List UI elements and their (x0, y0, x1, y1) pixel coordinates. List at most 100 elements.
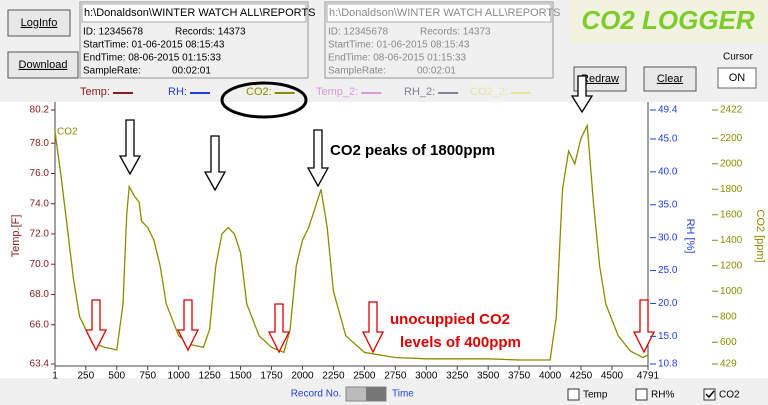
info-box: h:\Donaldson\WINTER WATCH ALL\REPORTS ID:… (324, 1, 560, 79)
title-panel (570, 0, 768, 44)
x-tick-label: 2000 (291, 371, 314, 382)
low-arrow (267, 303, 291, 354)
y2-tick-label: 2200 (720, 133, 743, 144)
x-tick-label: 4500 (601, 371, 624, 382)
checkbox[interactable]: Temp (567, 388, 608, 401)
info-rate-label: SampleRate: (83, 66, 141, 77)
legend-label: RH: (168, 86, 187, 98)
legend-label: CO2_2: (470, 86, 508, 98)
button-frame (7, 9, 71, 37)
peak-arrow (306, 129, 330, 188)
plot-series-label: CO2 (57, 127, 78, 138)
info-end: EndTime: 08-06-2015 01:15:33 (328, 53, 466, 64)
y-tick-label: 68.0 (30, 289, 50, 300)
low-arrow (632, 299, 656, 354)
y2-tick-label: 1400 (720, 235, 743, 246)
button[interactable]: Download (7, 51, 79, 79)
checkbox[interactable]: CO2 (703, 388, 740, 401)
time-label: Time (392, 389, 414, 400)
peak-arrow (203, 135, 227, 192)
checkbox-check (705, 390, 715, 399)
record-label: Record No. (291, 389, 342, 400)
path-text: h:\Donaldson\WINTER WATCH ALL\REPORTS (84, 7, 315, 19)
x-tick-label: 1250 (199, 371, 222, 382)
y2-tick-label: 2422 (720, 105, 743, 116)
highlight-ellipse (220, 81, 308, 119)
button-label: Redraw (581, 73, 619, 85)
y2-tick-label: 429 (720, 359, 737, 370)
x-tick-label: 250 (77, 371, 94, 382)
x-tick-label: 3750 (508, 371, 531, 382)
info-rate-label: SampleRate: (328, 66, 386, 77)
cursor-button[interactable]: ON (717, 67, 757, 89)
rh-tick-label: 49.4 (658, 105, 678, 116)
rh-tick-label: 25.0 (658, 265, 678, 276)
rh-tick-label: 40.0 (658, 166, 678, 177)
info-box: h:\Donaldson\WINTER WATCH ALL\REPORTS ID:… (79, 1, 315, 79)
x-tick-label: 3500 (477, 371, 500, 382)
peak-arrow (570, 75, 594, 114)
y2-tick-label: 1000 (720, 286, 743, 297)
info-rate: 00:02:01 (172, 66, 211, 77)
path-field (326, 3, 552, 23)
low-arrow (176, 299, 200, 352)
button-label: Download (19, 59, 68, 71)
info-records: Records: 14373 (175, 27, 246, 38)
info-end: EndTime: 08-06-2015 01:15:33 (83, 53, 221, 64)
y-tick-label: 70.0 (30, 259, 50, 270)
y-axis-title: Temp.[F] (10, 215, 22, 258)
legend-label: RH_2: (404, 86, 435, 98)
checkbox-label: Temp (583, 390, 608, 401)
info-start: StartTime: 01-06-2015 08:15:43 (83, 40, 225, 51)
button-frame (643, 66, 697, 92)
path-field (81, 3, 307, 23)
button-frame (7, 51, 79, 79)
y2-axis-title: CO2 [ppm] (754, 209, 766, 262)
x-tick-label: 2250 (322, 371, 345, 382)
x-tick-label: 1 (52, 371, 58, 382)
cursor-button-label: ON (729, 72, 746, 84)
x-tick-label: 1000 (168, 371, 191, 382)
y-tick-label: 80.2 (30, 105, 50, 116)
button[interactable]: Clear (643, 66, 697, 92)
toggle-thumb (366, 387, 386, 401)
legend-label: CO2: (246, 86, 272, 98)
checkbox[interactable]: RH% (635, 388, 674, 401)
arrows (84, 75, 656, 354)
button-label: Clear (657, 73, 684, 85)
checkbox-box (703, 388, 716, 401)
rh-tick-label: 30.0 (658, 232, 678, 243)
rh-tick-label: 45.0 (658, 134, 678, 145)
rh-tick-label: 20.0 (658, 298, 678, 309)
rh-tick-label: 10.8 (658, 359, 678, 370)
y2-tick-label: 1200 (720, 260, 743, 271)
axis-toggle[interactable] (345, 386, 387, 402)
x-tick-label: 4791 (637, 371, 660, 382)
rh-tick-label: 35.0 (658, 199, 678, 210)
checkbox-box (567, 388, 580, 401)
info-rate: 00:02:01 (417, 66, 456, 77)
y2-tick-label: 2000 (720, 158, 743, 169)
x-tick-label: 1500 (229, 371, 252, 382)
app-title: CO2 LOGGER (581, 5, 755, 35)
x-tick-label: 3250 (446, 371, 469, 382)
button-label: LogInfo (21, 17, 58, 29)
x-tick-label: 750 (139, 371, 156, 382)
y2-tick-label: 1600 (720, 209, 743, 220)
peak-arrow (118, 119, 142, 176)
x-tick-label: 4250 (570, 371, 593, 382)
button[interactable]: LogInfo (7, 9, 71, 37)
x-tick-label: 500 (108, 371, 125, 382)
annotation: levels of 400ppm (400, 334, 521, 351)
checkbox-box (635, 388, 648, 401)
y-tick-label: 72.0 (30, 229, 50, 240)
x-tick-label: 1750 (260, 371, 283, 382)
info-records: Records: 14373 (420, 27, 491, 38)
x-tick-label: 3000 (415, 371, 438, 382)
cursor-button-frame (717, 67, 757, 89)
annotation: unocuppied CO2 (390, 311, 510, 328)
x-tick-label: 2500 (353, 371, 376, 382)
